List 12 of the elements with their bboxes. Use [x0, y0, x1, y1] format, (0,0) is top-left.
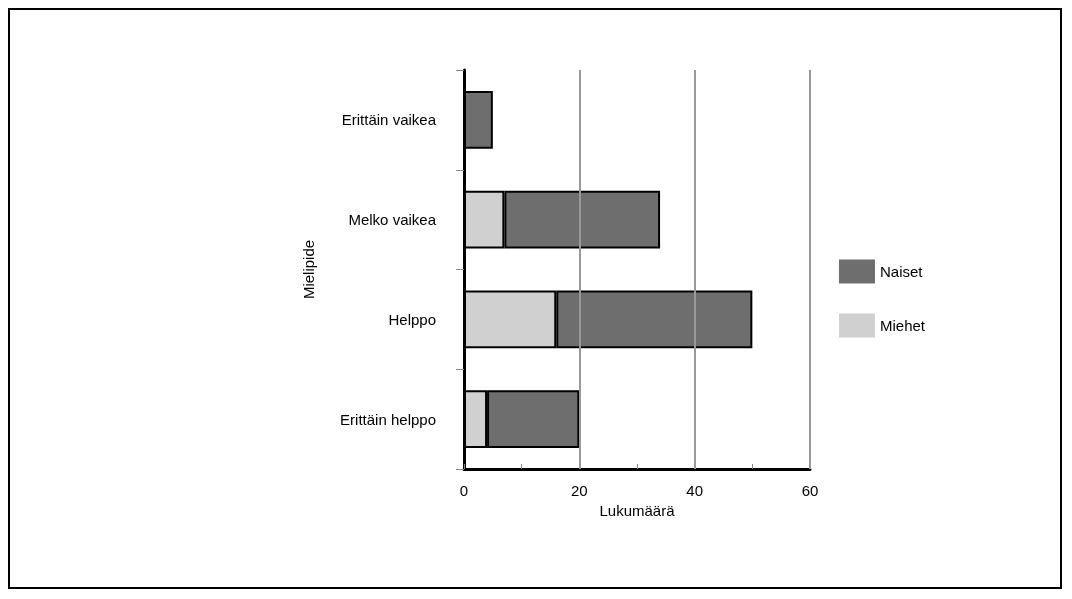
- x-axis-title: Lukumäärä: [599, 501, 676, 519]
- y-axis-title: Mielipide: [300, 239, 317, 300]
- x-tick-label: 40: [686, 482, 704, 499]
- legend-label: Naiset: [879, 263, 924, 280]
- legend-label: Miehet: [879, 317, 926, 334]
- y-tick-label: Helppo: [388, 310, 436, 328]
- y-tick-label: Erittäin vaikea: [341, 111, 437, 129]
- y-tick-label: Melko vaikea: [348, 211, 437, 229]
- x-tick-label: 20: [570, 482, 588, 499]
- x-tick-label: 60: [801, 482, 819, 499]
- x-tick-label: 0: [459, 482, 469, 499]
- y-tick-label: Erittäin helppo: [340, 410, 436, 428]
